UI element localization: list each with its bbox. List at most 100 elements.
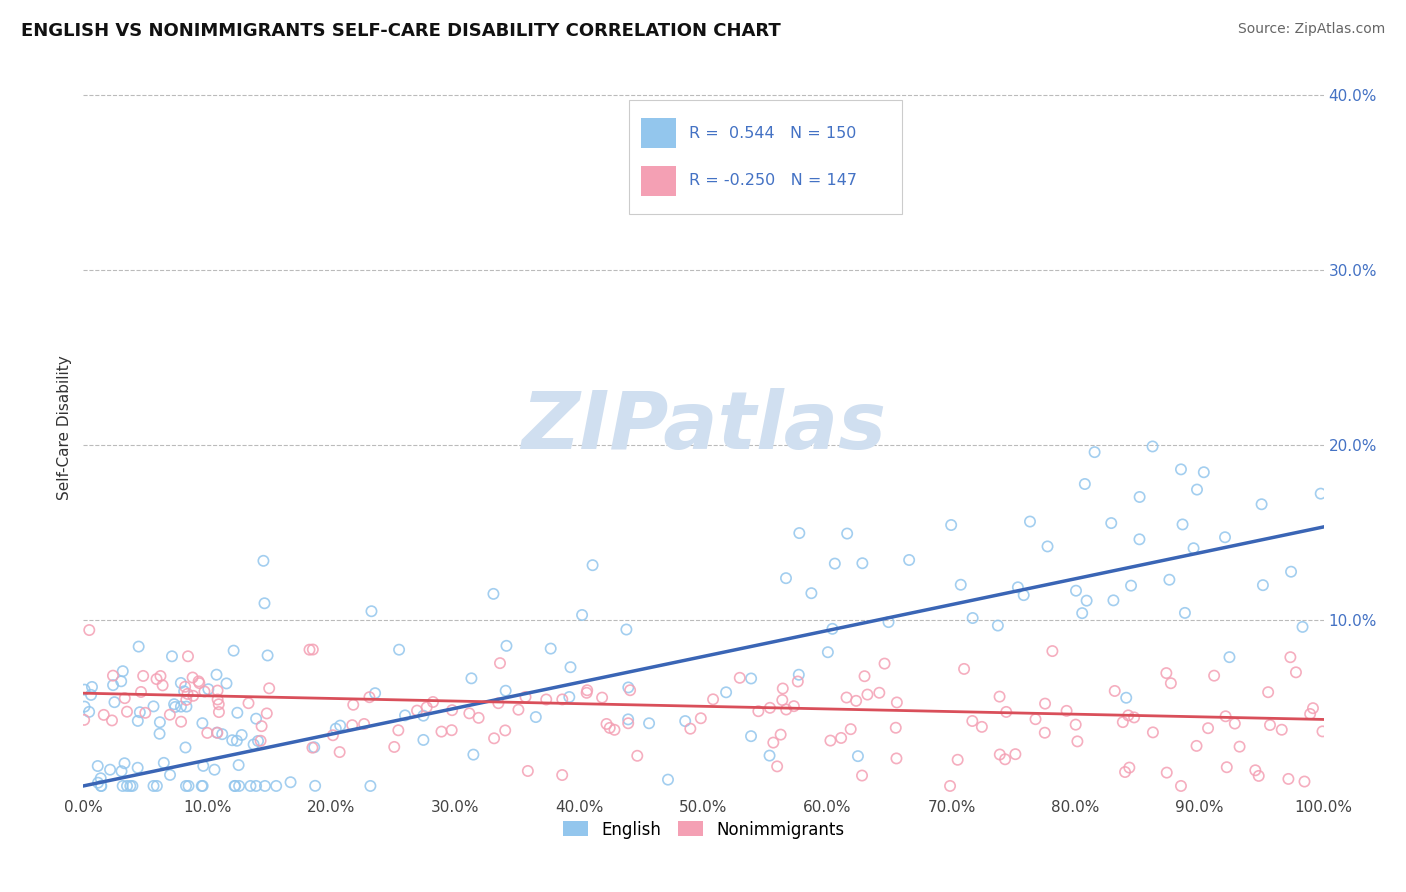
Point	[1074, 477, 1097, 491]
Point	[142, 779, 165, 793]
Point	[949, 578, 972, 592]
Point	[153, 756, 176, 770]
Point	[1076, 593, 1098, 607]
Point	[440, 723, 463, 738]
Point	[939, 779, 962, 793]
Point	[224, 779, 246, 793]
Point	[1056, 704, 1078, 718]
Point	[1116, 708, 1139, 723]
Point	[342, 698, 364, 712]
Point	[73, 699, 96, 714]
Point	[599, 721, 621, 735]
Point	[1294, 774, 1316, 789]
Point	[1185, 739, 1208, 753]
Text: ENGLISH VS NONIMMIGRANTS SELF-CARE DISABILITY CORRELATION CHART: ENGLISH VS NONIMMIGRANTS SELF-CARE DISAB…	[21, 22, 780, 40]
Point	[988, 690, 1011, 704]
Point	[77, 705, 100, 719]
Point	[238, 696, 260, 710]
Point	[1007, 580, 1029, 594]
Point	[245, 712, 267, 726]
Point	[1216, 760, 1239, 774]
Point	[1247, 769, 1270, 783]
Point	[149, 715, 172, 730]
Point	[1129, 490, 1152, 504]
Point	[1285, 665, 1308, 680]
Point	[1174, 606, 1197, 620]
Point	[884, 721, 907, 735]
Point	[101, 678, 124, 692]
Point	[1223, 716, 1246, 731]
Point	[252, 554, 274, 568]
Point	[619, 683, 641, 698]
Point	[851, 768, 873, 782]
Point	[115, 779, 138, 793]
Point	[1119, 579, 1142, 593]
Point	[817, 645, 839, 659]
Point	[170, 699, 193, 714]
Point	[821, 622, 844, 636]
Point	[1025, 712, 1047, 726]
Point	[1251, 578, 1274, 592]
Point	[93, 707, 115, 722]
Point	[215, 676, 238, 690]
Point	[114, 756, 136, 771]
Point	[508, 703, 530, 717]
Point	[994, 752, 1017, 766]
Point	[1128, 533, 1150, 547]
Point	[174, 740, 197, 755]
Point	[1071, 606, 1094, 620]
Point	[207, 683, 229, 698]
Point	[1142, 725, 1164, 739]
Point	[560, 660, 582, 674]
Point	[524, 710, 547, 724]
Point	[962, 611, 984, 625]
Point	[111, 779, 134, 793]
Point	[467, 711, 489, 725]
Point	[837, 526, 859, 541]
Point	[228, 758, 250, 772]
Point	[170, 676, 193, 690]
Point	[1123, 710, 1146, 724]
Point	[1291, 620, 1313, 634]
Point	[714, 685, 737, 699]
Point	[329, 718, 352, 732]
Point	[170, 714, 193, 729]
Point	[516, 764, 538, 778]
Point	[195, 726, 218, 740]
Point	[970, 720, 993, 734]
Point	[87, 759, 110, 773]
Point	[1215, 709, 1237, 723]
Point	[1104, 684, 1126, 698]
Point	[1036, 540, 1059, 554]
Point	[242, 738, 264, 752]
Point	[536, 692, 558, 706]
Point	[835, 690, 858, 705]
Point	[853, 669, 876, 683]
FancyBboxPatch shape	[628, 100, 901, 214]
Point	[551, 768, 574, 782]
Point	[191, 716, 214, 731]
Point	[1033, 697, 1056, 711]
Point	[759, 701, 782, 715]
Point	[221, 733, 243, 747]
Point	[839, 722, 862, 736]
Point	[787, 667, 810, 681]
Point	[1302, 701, 1324, 715]
Point	[638, 716, 661, 731]
Point	[193, 684, 215, 698]
Point	[595, 717, 617, 731]
Point	[551, 692, 574, 706]
Point	[359, 779, 381, 793]
Point	[758, 748, 780, 763]
Point	[304, 740, 326, 755]
Point	[1277, 772, 1299, 786]
Point	[886, 696, 908, 710]
Point	[149, 669, 172, 683]
Point	[873, 657, 896, 671]
Point	[617, 681, 640, 695]
Point	[412, 733, 434, 747]
Point	[190, 779, 212, 793]
Point	[73, 713, 96, 727]
Point	[152, 678, 174, 692]
Point	[576, 683, 599, 698]
